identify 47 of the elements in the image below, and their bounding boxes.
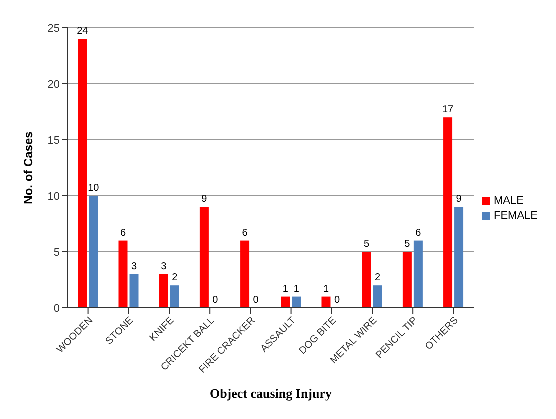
bar (292, 296, 302, 308)
bar (322, 296, 331, 308)
bar (454, 207, 464, 308)
data-label: 1 (323, 284, 330, 295)
data-label: 10 (88, 183, 100, 194)
data-label: 1 (282, 284, 289, 295)
data-label: 0 (334, 295, 340, 306)
bar (373, 286, 382, 308)
data-label: 24 (77, 26, 89, 38)
data-label: 0 (212, 295, 219, 306)
data-label: 2 (375, 272, 382, 284)
bar (402, 252, 412, 308)
data-label: 6 (120, 228, 126, 239)
bar (130, 274, 139, 308)
data-label: 3 (131, 261, 138, 272)
bar (281, 296, 290, 308)
data-label: 0 (253, 295, 260, 306)
data-label: 2 (172, 272, 178, 284)
bar (444, 118, 453, 308)
y-tick-label: 0 (54, 302, 60, 315)
y-axis-title: No. of Cases (21, 131, 36, 204)
data-label: 17 (442, 104, 454, 116)
data-label: 6 (416, 228, 422, 239)
legend-label: FEMALE (494, 210, 538, 222)
bar (414, 240, 423, 308)
bar (89, 196, 98, 308)
bar (159, 274, 168, 308)
data-label: 9 (456, 194, 462, 206)
bar (170, 286, 180, 308)
y-tick-label: 10 (48, 190, 60, 203)
bar (200, 207, 209, 308)
bar (362, 252, 372, 308)
y-tick-label: 5 (54, 246, 60, 259)
data-label: 5 (404, 239, 411, 250)
bar (240, 240, 250, 308)
legend-label: MALE (494, 194, 524, 206)
data-label: 3 (161, 261, 168, 272)
data-label: 1 (294, 284, 300, 295)
x-axis-title: Object causing Injury (210, 386, 333, 401)
y-tick-label: 20 (48, 78, 60, 91)
y-tick-label: 25 (48, 22, 60, 35)
data-label: 6 (242, 228, 248, 239)
data-label: 9 (202, 194, 208, 206)
bar (78, 39, 88, 308)
bar (118, 240, 128, 308)
data-label: 5 (364, 239, 370, 250)
y-tick-label: 15 (48, 134, 60, 147)
